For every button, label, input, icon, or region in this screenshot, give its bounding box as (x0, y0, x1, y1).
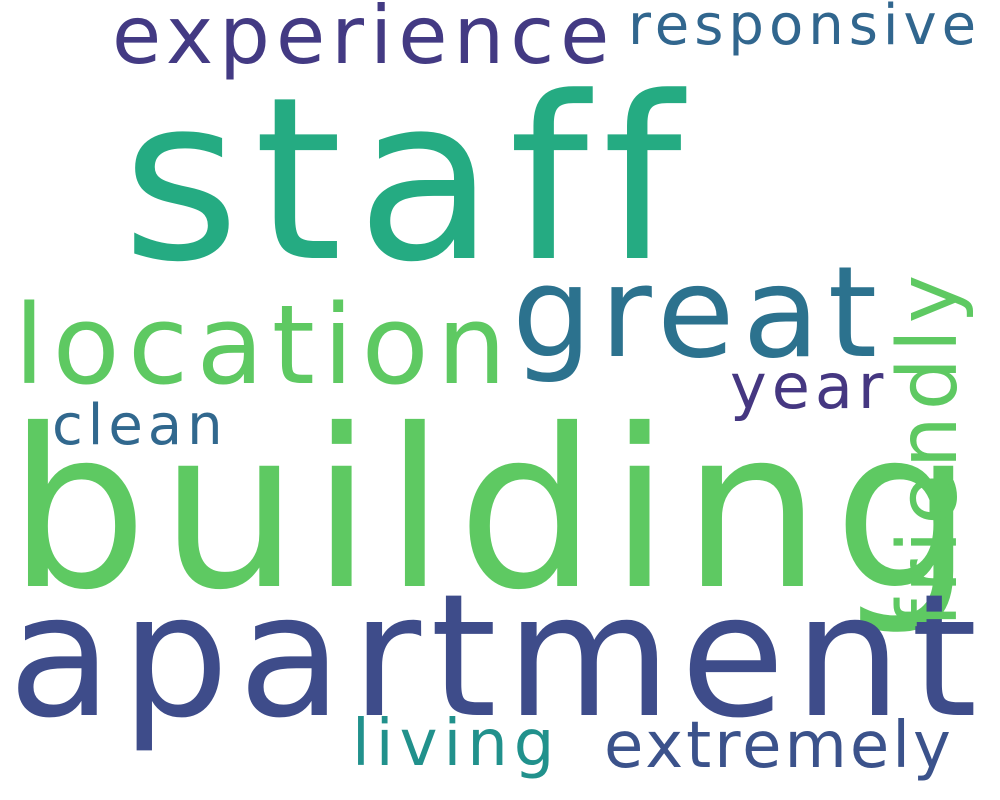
word-year: year (730, 350, 889, 423)
word-great: great (512, 239, 886, 386)
word-friendly: friendly (881, 268, 976, 628)
word-responsive: responsive (628, 0, 982, 58)
word-building: building (8, 382, 986, 638)
word-location: location (14, 281, 515, 409)
word-apartment: apartment (8, 558, 987, 756)
word-living: living (352, 707, 561, 781)
word-experience: experience (112, 0, 616, 82)
word-extremely: extremely (604, 709, 954, 783)
word-staff: staff (122, 49, 696, 312)
word-clean: clean (52, 393, 228, 458)
